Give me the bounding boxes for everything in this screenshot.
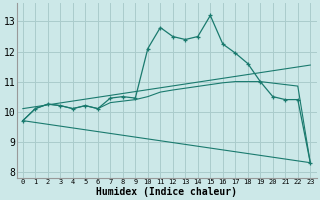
X-axis label: Humidex (Indice chaleur): Humidex (Indice chaleur) [96,186,237,197]
